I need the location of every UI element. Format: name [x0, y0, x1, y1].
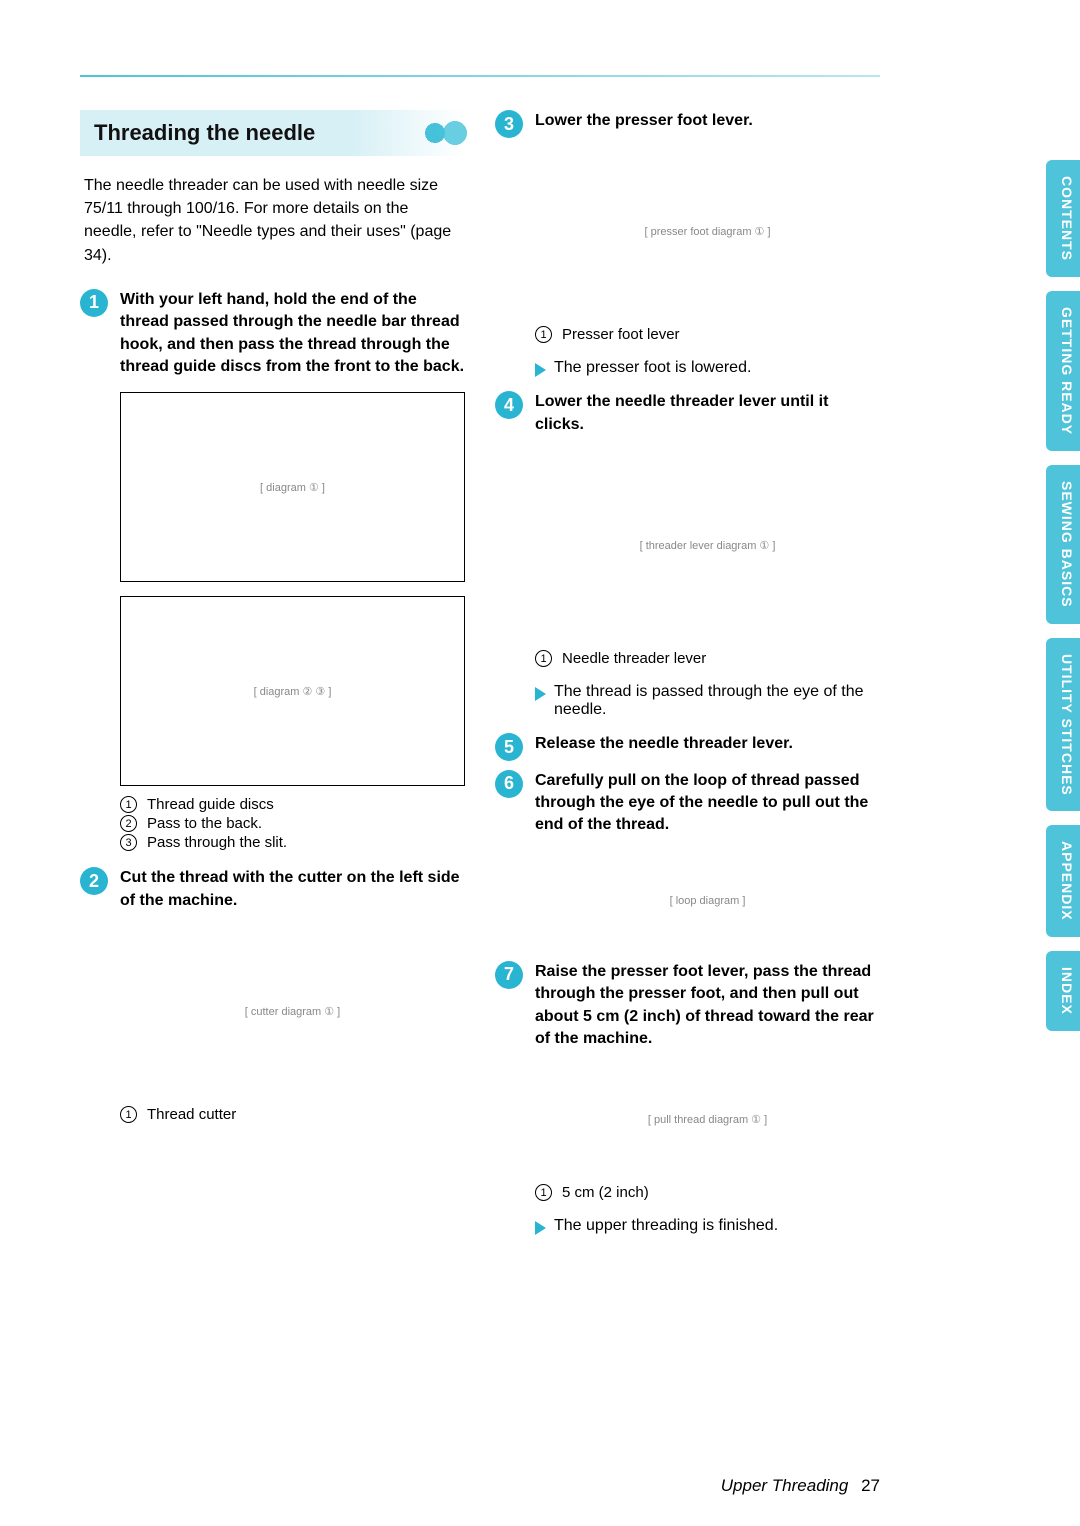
- result-text: The upper threading is finished.: [554, 1217, 778, 1235]
- circled-num: 2: [120, 815, 137, 832]
- legend-row: 1 Needle threader lever: [535, 650, 880, 667]
- circled-num: 1: [535, 1184, 552, 1201]
- side-tabs: CONTENTS GETTING READY SEWING BASICS UTI…: [1046, 160, 1080, 1031]
- step-5: 5 Release the needle threader lever.: [495, 733, 880, 755]
- legend-text: Needle threader lever: [562, 650, 706, 667]
- circled-num: 1: [535, 650, 552, 667]
- tab-contents[interactable]: CONTENTS: [1046, 160, 1080, 277]
- legend-1: 1 Thread guide discs 2 Pass to the back. 3…: [120, 796, 465, 851]
- intro-text: The needle threader can be used with nee…: [84, 174, 461, 267]
- page-content: Threading the needle The needle threader…: [80, 110, 880, 1249]
- circled-num: 1: [120, 1106, 137, 1123]
- step-badge: 4: [495, 391, 523, 419]
- top-rule: [80, 75, 880, 77]
- step-badge: 7: [495, 961, 523, 989]
- step-title: Release the needle threader lever.: [535, 733, 880, 755]
- step-4: 4 Lower the needle threader lever until …: [495, 391, 880, 436]
- legend-row: 1 Thread guide discs: [120, 796, 465, 813]
- right-column: 3 Lower the presser foot lever. [ presse…: [495, 110, 880, 1249]
- result-4: The thread is passed through the eye of …: [535, 683, 880, 719]
- result-text: The thread is passed through the eye of …: [554, 683, 880, 719]
- figure-2: [ cutter diagram ① ]: [120, 926, 465, 1096]
- step-title: Lower the presser foot lever.: [535, 110, 880, 132]
- legend-text: 5 cm (2 inch): [562, 1184, 649, 1201]
- left-column: Threading the needle The needle threader…: [80, 110, 465, 1249]
- triangle-icon: [535, 687, 546, 701]
- legend-row: 1 Thread cutter: [120, 1106, 465, 1123]
- tab-sewing-basics[interactable]: SEWING BASICS: [1046, 465, 1080, 624]
- legend-row: 3 Pass through the slit.: [120, 834, 465, 851]
- footer-section: Upper Threading: [721, 1476, 849, 1495]
- legend-3: 1 Presser foot lever: [535, 326, 880, 343]
- legend-text: Thread cutter: [147, 1106, 236, 1123]
- tab-getting-ready[interactable]: GETTING READY: [1046, 291, 1080, 451]
- legend-text: Pass through the slit.: [147, 834, 287, 851]
- triangle-icon: [535, 363, 546, 377]
- legend-row: 2 Pass to the back.: [120, 815, 465, 832]
- step-badge: 2: [80, 867, 108, 895]
- step-7: 7 Raise the presser foot lever, pass the…: [495, 961, 880, 1051]
- circled-num: 1: [535, 326, 552, 343]
- legend-row: 1 Presser foot lever: [535, 326, 880, 343]
- page-footer: Upper Threading 27: [80, 1476, 880, 1496]
- step-title: Raise the presser foot lever, pass the t…: [535, 961, 880, 1051]
- step-badge: 1: [80, 289, 108, 317]
- circled-num: 1: [120, 796, 137, 813]
- heading-text: Threading the needle: [94, 120, 451, 146]
- step-title: Cut the thread with the cutter on the le…: [120, 867, 465, 912]
- step-title: Carefully pull on the loop of thread pas…: [535, 770, 880, 837]
- legend-text: Presser foot lever: [562, 326, 680, 343]
- step-6: 6 Carefully pull on the loop of thread p…: [495, 770, 880, 837]
- step-badge: 3: [495, 110, 523, 138]
- figure-3: [ presser foot diagram ① ]: [535, 146, 880, 316]
- legend-text: Thread guide discs: [147, 796, 274, 813]
- circled-num: 3: [120, 834, 137, 851]
- figure-4: [ threader lever diagram ① ]: [535, 450, 880, 640]
- step-3: 3 Lower the presser foot lever.: [495, 110, 880, 132]
- footer-page: 27: [861, 1476, 880, 1495]
- legend-2: 1 Thread cutter: [120, 1106, 465, 1123]
- tab-utility-stitches[interactable]: UTILITY STITCHES: [1046, 638, 1080, 812]
- tab-appendix[interactable]: APPENDIX: [1046, 825, 1080, 937]
- tab-index[interactable]: INDEX: [1046, 951, 1080, 1031]
- step-title: Lower the needle threader lever until it…: [535, 391, 880, 436]
- figure-6: [ loop diagram ]: [535, 851, 880, 951]
- figure-1b: [ diagram ② ③ ]: [120, 596, 465, 786]
- step-1: 1 With your left hand, hold the end of t…: [80, 289, 465, 379]
- step-title: With your left hand, hold the end of the…: [120, 289, 465, 379]
- figure-1a: [ diagram ① ]: [120, 392, 465, 582]
- legend-7: 1 5 cm (2 inch): [535, 1184, 880, 1201]
- result-7: The upper threading is finished.: [535, 1217, 880, 1235]
- result-text: The presser foot is lowered.: [554, 359, 751, 377]
- legend-4: 1 Needle threader lever: [535, 650, 880, 667]
- legend-text: Pass to the back.: [147, 815, 262, 832]
- step-badge: 5: [495, 733, 523, 761]
- step-2: 2 Cut the thread with the cutter on the …: [80, 867, 465, 912]
- legend-row: 1 5 cm (2 inch): [535, 1184, 880, 1201]
- result-3: The presser foot is lowered.: [535, 359, 880, 377]
- step-badge: 6: [495, 770, 523, 798]
- section-heading: Threading the needle: [80, 110, 465, 156]
- triangle-icon: [535, 1221, 546, 1235]
- figure-7: [ pull thread diagram ① ]: [535, 1064, 880, 1174]
